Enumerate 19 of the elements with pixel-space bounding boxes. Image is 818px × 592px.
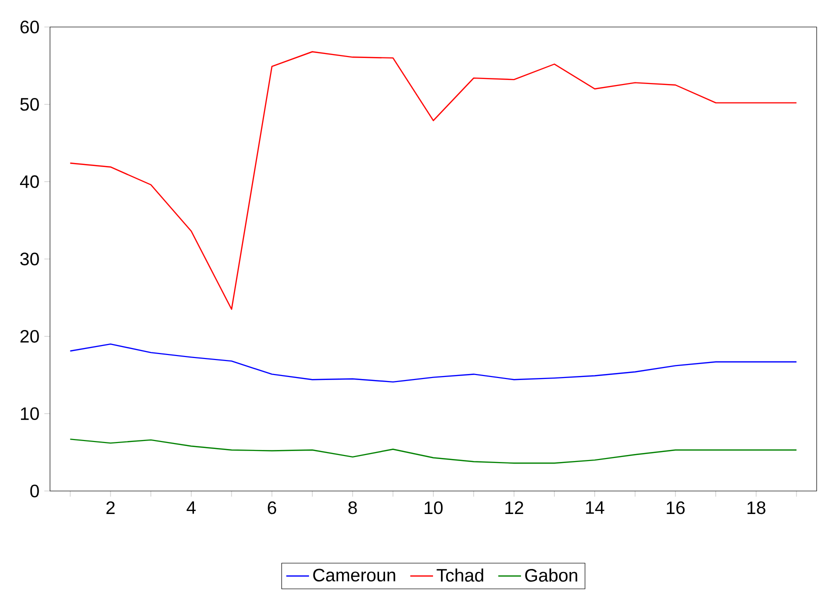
y-tick-label: 30 xyxy=(20,252,39,266)
y-tick-label: 10 xyxy=(20,407,39,420)
x-tick-label: 16 xyxy=(666,501,685,514)
y-tick-label: 60 xyxy=(20,20,39,34)
x-tick-label: 14 xyxy=(586,501,604,514)
x-tick-label: 8 xyxy=(348,501,357,514)
y-tick-label: 40 xyxy=(20,175,39,188)
x-tick-label: 2 xyxy=(106,501,115,514)
x-tick-label: 4 xyxy=(186,501,196,514)
legend-label: Gabon xyxy=(525,568,578,582)
y-tick-label: 0 xyxy=(30,484,39,498)
legend-label: Tchad xyxy=(436,568,484,582)
x-tick-label: 10 xyxy=(424,501,443,514)
y-tick-label: 20 xyxy=(20,330,39,343)
x-tick-label: 18 xyxy=(748,501,766,514)
legend-label: Cameroun xyxy=(313,568,396,582)
x-tick-label: 12 xyxy=(505,501,524,514)
y-tick-label: 50 xyxy=(20,98,39,111)
x-tick-label: 6 xyxy=(268,501,276,514)
